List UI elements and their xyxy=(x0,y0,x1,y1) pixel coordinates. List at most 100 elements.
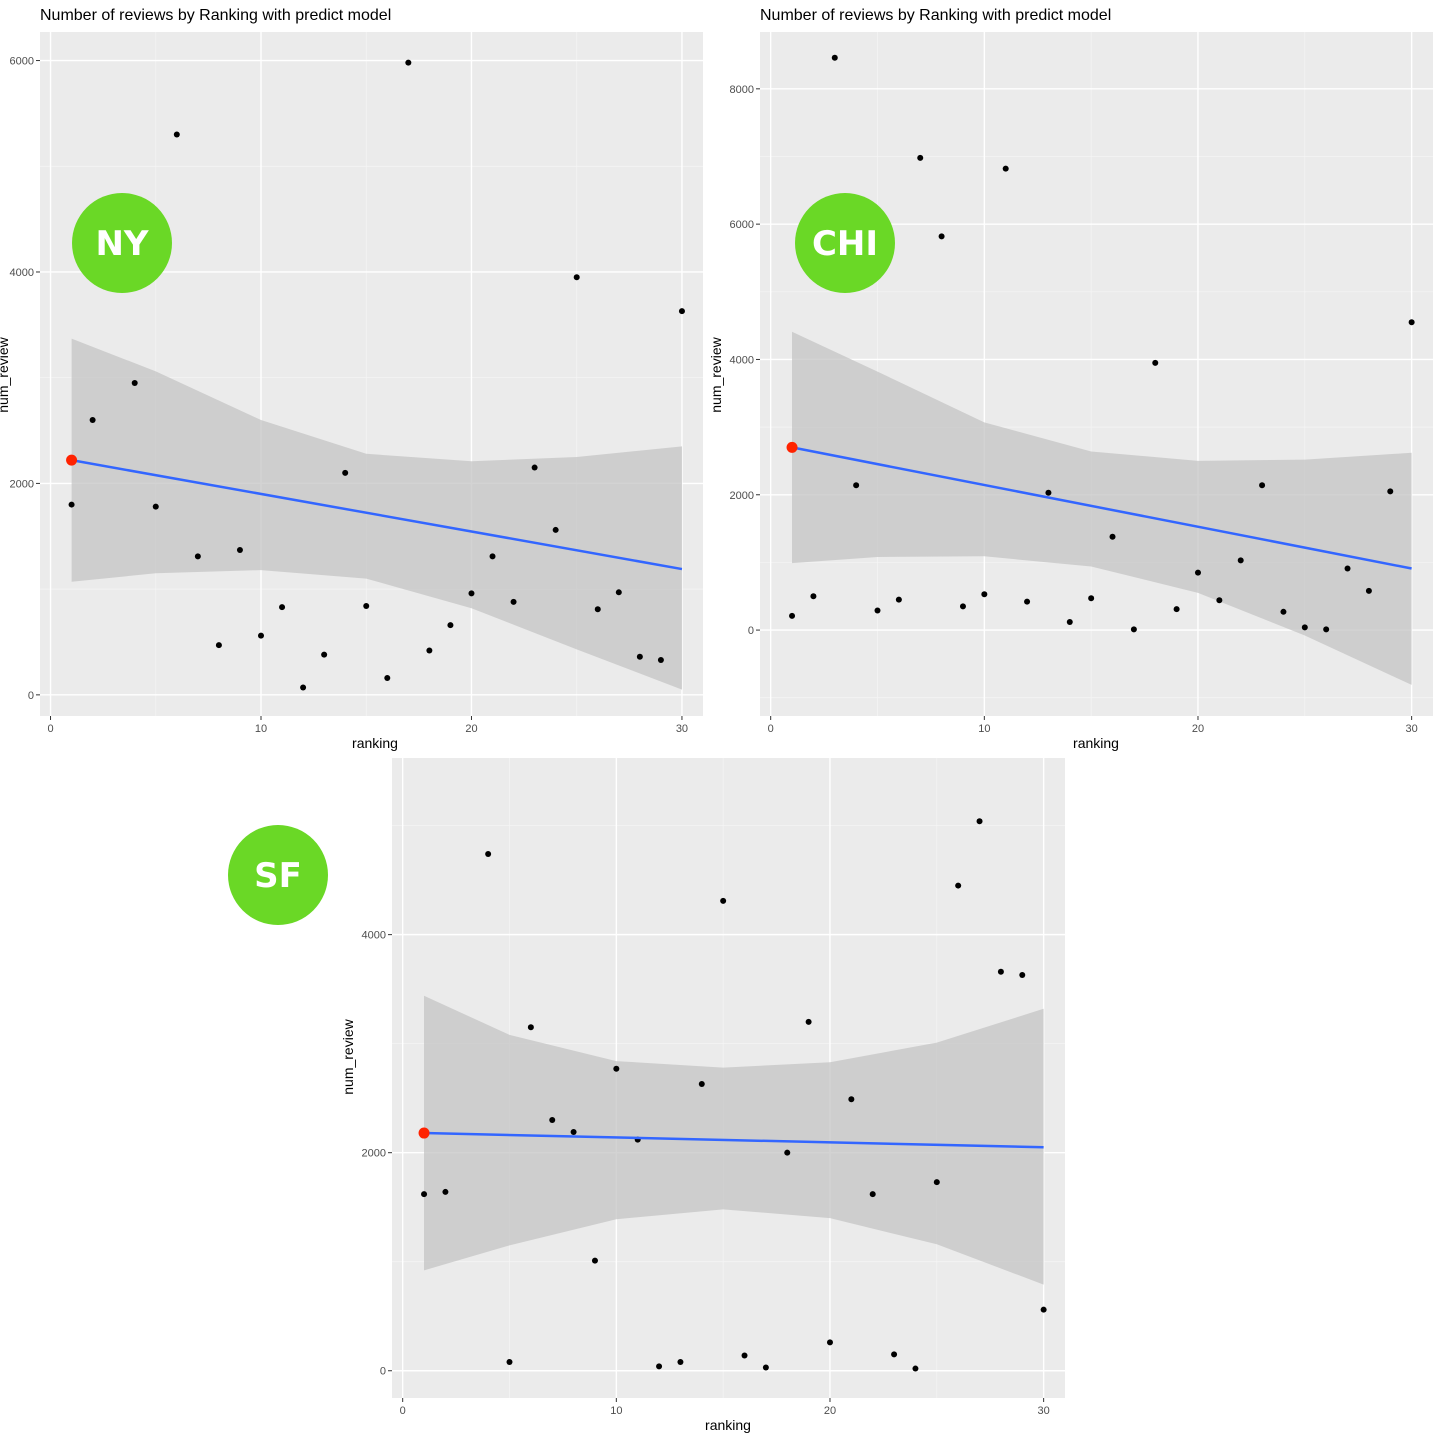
x-tick-label: 10 xyxy=(978,723,990,735)
y-tick-label: 8000 xyxy=(730,84,754,96)
data-point-21 xyxy=(1237,557,1244,564)
data-point-29 xyxy=(1408,319,1415,326)
city-badge xyxy=(795,193,895,293)
x-tick-label: 30 xyxy=(1038,1405,1050,1417)
y-tick-label: 4000 xyxy=(730,354,754,366)
data-point-26 xyxy=(1344,565,1351,572)
data-point-20 xyxy=(510,598,517,605)
data-point-27 xyxy=(657,656,664,663)
chart-panel-2: 0 10 20 30 0 2000 4000 ranking num_review SF xyxy=(228,758,1065,1433)
data-point-7 xyxy=(591,1257,598,1264)
data-point-25 xyxy=(976,818,983,825)
data-point-16 xyxy=(1130,626,1137,633)
data-point-18 xyxy=(1173,606,1180,613)
y-axis-title: num_review xyxy=(0,336,11,412)
data-point-15 xyxy=(1109,533,1116,540)
data-point-11 xyxy=(321,651,328,658)
y-tick-label: 2000 xyxy=(10,478,34,490)
city-badge-label: CHI xyxy=(812,224,878,264)
data-point-26 xyxy=(997,968,1004,975)
data-point-14 xyxy=(384,674,391,681)
x-tick-label: 20 xyxy=(1192,723,1204,735)
city-badge-label: SF xyxy=(254,856,302,896)
regression-line xyxy=(424,1131,1044,1149)
data-point-19 xyxy=(1194,569,1201,576)
data-point-1 xyxy=(810,593,817,600)
data-point-4 xyxy=(527,1024,534,1031)
data-point-21 xyxy=(531,464,538,471)
data-point-18 xyxy=(826,1339,833,1346)
data-point-18 xyxy=(468,590,475,597)
data-point-3 xyxy=(853,482,860,489)
data-point-25 xyxy=(615,589,622,596)
data-point-27 xyxy=(1365,587,1372,594)
y-tick-label: 0 xyxy=(380,1366,386,1378)
data-point-8 xyxy=(258,632,264,639)
data-point-11 xyxy=(677,1359,684,1366)
data-point-0 xyxy=(421,1191,428,1198)
data-point-27 xyxy=(1019,971,1026,978)
data-point-13 xyxy=(1066,618,1073,625)
data-point-12 xyxy=(698,1080,705,1087)
data-point-19 xyxy=(489,553,496,560)
regression-line xyxy=(791,446,1412,570)
data-point-5 xyxy=(549,1116,556,1123)
y-tick-label: 0 xyxy=(748,625,754,637)
data-point-23 xyxy=(1280,608,1287,615)
x-tick-label: 0 xyxy=(47,723,53,735)
data-point-17 xyxy=(1152,359,1159,366)
data-point-3 xyxy=(152,503,159,510)
x-axis-title: ranking xyxy=(705,1417,751,1433)
city-badge xyxy=(228,825,328,925)
x-tick-label: 20 xyxy=(824,1405,836,1417)
highlight-point xyxy=(418,1127,430,1139)
data-point-13 xyxy=(363,603,370,610)
data-point-4 xyxy=(874,607,881,614)
data-point-7 xyxy=(236,547,243,554)
data-point-5 xyxy=(194,553,201,560)
regression-line xyxy=(71,458,683,571)
data-point-2 xyxy=(485,850,492,857)
data-point-5 xyxy=(895,596,902,603)
data-point-1 xyxy=(89,416,96,423)
chart-panel-1: 0 10 20 30 0 2000 4000 6000 8000 Number of review… xyxy=(708,7,1433,751)
x-tick-label: 0 xyxy=(768,723,774,735)
data-point-24 xyxy=(1301,624,1308,631)
y-tick-label: 4000 xyxy=(362,930,386,942)
data-point-22 xyxy=(912,1365,919,1372)
data-point-1 xyxy=(442,1188,449,1195)
data-point-21 xyxy=(891,1351,898,1358)
data-point-7 xyxy=(938,233,945,240)
data-point-25 xyxy=(1323,626,1330,633)
y-tick-label: 0 xyxy=(28,690,34,702)
y-tick-label: 2000 xyxy=(362,1148,386,1160)
data-point-23 xyxy=(933,1179,940,1186)
data-point-3 xyxy=(506,1359,513,1366)
y-tick-label: 6000 xyxy=(730,219,754,231)
data-point-24 xyxy=(594,606,601,613)
data-point-16 xyxy=(426,647,433,654)
data-point-15 xyxy=(762,1364,769,1371)
data-point-2 xyxy=(831,54,838,61)
data-point-15 xyxy=(405,59,412,66)
data-point-14 xyxy=(741,1352,748,1359)
data-point-28 xyxy=(1387,488,1394,495)
chart-title: Number of reviews by Ranking with predic… xyxy=(760,7,1111,24)
x-tick-label: 30 xyxy=(1406,723,1418,735)
data-point-16 xyxy=(784,1149,791,1156)
y-axis-title: num_review xyxy=(340,1018,356,1094)
data-point-6 xyxy=(215,642,222,649)
data-point-4 xyxy=(173,131,180,138)
data-point-28 xyxy=(678,308,685,315)
data-point-8 xyxy=(959,603,966,610)
data-point-17 xyxy=(805,1018,812,1025)
data-point-17 xyxy=(447,622,454,629)
data-point-2 xyxy=(131,379,138,386)
highlight-point xyxy=(66,454,78,466)
data-point-12 xyxy=(1045,489,1052,496)
x-tick-label: 10 xyxy=(610,1405,622,1417)
data-point-0 xyxy=(68,501,75,508)
y-tick-label: 4000 xyxy=(10,267,34,279)
data-point-26 xyxy=(636,653,643,660)
